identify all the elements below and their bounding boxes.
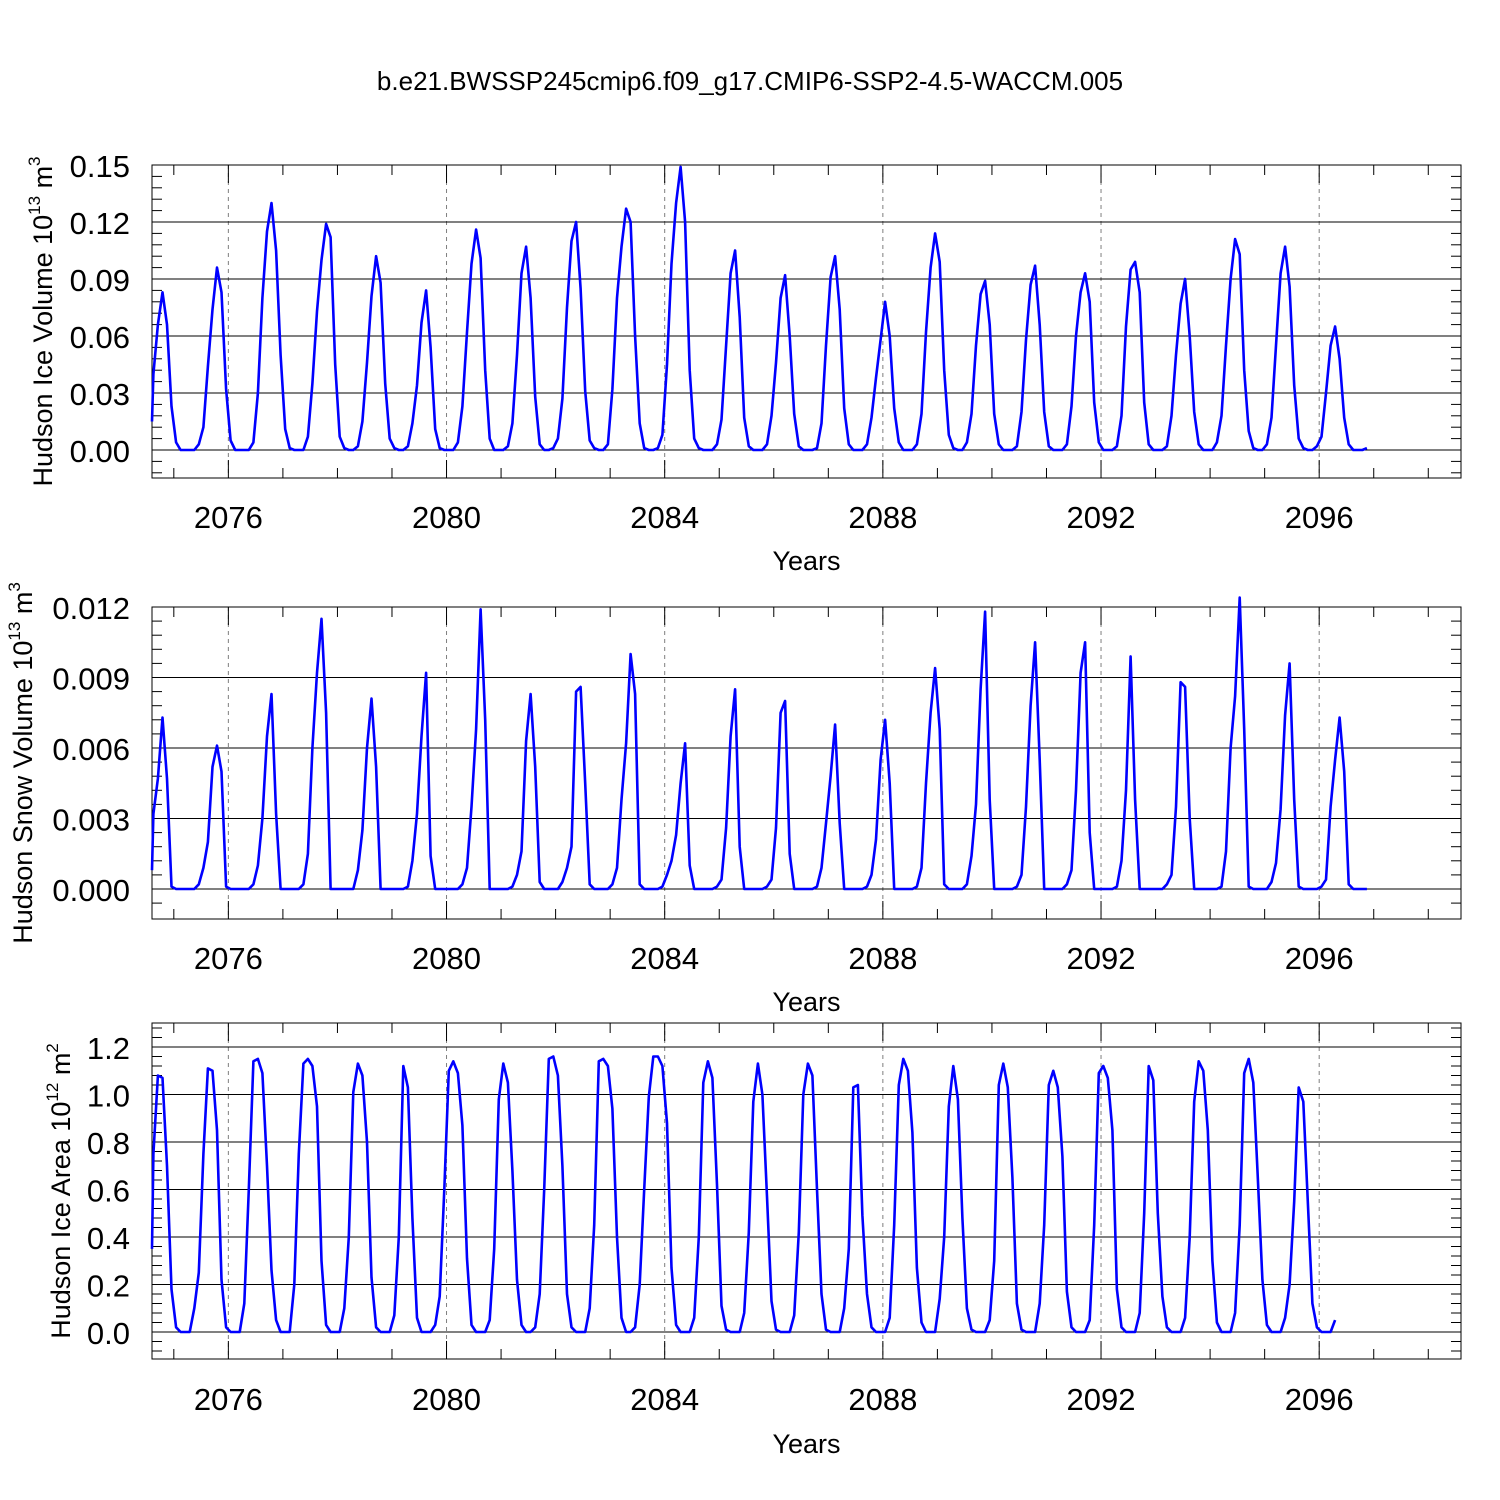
y-tick-label: 0.006 <box>52 732 130 767</box>
x-tick-label: 2088 <box>848 941 917 976</box>
y-tick-label: 0.03 <box>70 377 130 412</box>
x-tick-label: 2084 <box>630 500 699 535</box>
y-tick-label: 0.15 <box>70 149 130 184</box>
plot-frame <box>151 164 1462 479</box>
figure-title: b.e21.BWSSP245cmip6.f09_g17.CMIP6-SSP2-4… <box>377 66 1123 96</box>
x-tick-label: 2076 <box>194 1382 263 1417</box>
x-axis-label: Years <box>772 1429 840 1459</box>
y-tick-label: 1.2 <box>87 1031 130 1066</box>
y-tick-label: 0.00 <box>70 434 130 469</box>
y-tick-label: 0.0 <box>87 1316 130 1351</box>
y-axis-label-exponent: 12 <box>43 1083 62 1102</box>
y-tick-label: 0.12 <box>70 206 130 241</box>
x-tick-label: 2080 <box>412 1382 481 1417</box>
y-tick-label: 0.012 <box>52 591 130 626</box>
x-tick-label: 2096 <box>1285 1382 1354 1417</box>
panel-snow-volume: 0.000 0.003 0.006 0.009 0.012 2076 2080 2084 208… <box>5 582 1462 1017</box>
x-axis-label: Years <box>772 546 840 576</box>
y-axis-label-exponent: 13 <box>5 622 24 641</box>
panel-ice-area: 0.0 0.2 0.4 0.6 0.8 1.0 1.2 2076 2080 2084 2088 209… <box>43 1022 1462 1459</box>
y-tick-label: 0.4 <box>87 1221 130 1256</box>
x-tick-label: 2088 <box>848 1382 917 1417</box>
plot-frame <box>151 606 1462 920</box>
series-line-ice-volume <box>150 165 1368 452</box>
x-tick-label: 2092 <box>1067 1382 1136 1417</box>
x-tick-label: 2096 <box>1285 500 1354 535</box>
y-tick-label: 0.09 <box>70 263 130 298</box>
x-tick-label: 2084 <box>630 941 699 976</box>
y-axis-label-text: Hudson Ice Area 10 <box>46 1102 76 1339</box>
x-tick-label: 2096 <box>1285 941 1354 976</box>
y-axis-label-unit-exponent: 3 <box>5 582 24 591</box>
y-tick-label: 0.06 <box>70 320 130 355</box>
x-tick-label: 2076 <box>194 941 263 976</box>
y-tick-label: 0.6 <box>87 1174 130 1209</box>
y-axis-label-unit: m <box>46 1053 76 1083</box>
y-tick-label: 0.000 <box>52 873 130 908</box>
panel-ice-volume: 0.00 0.03 0.06 0.09 0.12 0.15 2076 2080 2084 2088… <box>25 149 1462 576</box>
y-axis-label-unit: m <box>8 592 38 622</box>
y-tick-label: 0.8 <box>87 1126 130 1161</box>
series-line-ice-area <box>150 1055 1337 1334</box>
y-axis-label-text: Hudson Ice Volume 10 <box>28 215 58 487</box>
y-tick-label: 1.0 <box>87 1079 130 1114</box>
x-tick-label: 2080 <box>412 941 481 976</box>
x-tick-label: 2084 <box>630 1382 699 1417</box>
x-tick-label: 2080 <box>412 500 481 535</box>
y-tick-label: 0.009 <box>52 662 130 697</box>
y-axis-label-exponent: 13 <box>25 196 44 215</box>
series-line-snow-volume <box>150 596 1367 891</box>
y-axis-label-unit: m <box>28 166 58 196</box>
y-tick-label: 0.003 <box>52 803 130 838</box>
x-axis-label: Years <box>772 987 840 1017</box>
x-tick-label: 2088 <box>848 500 917 535</box>
y-axis-label: Hudson Snow Volume 1013 m3 <box>5 582 38 944</box>
x-tick-label: 2092 <box>1067 941 1136 976</box>
y-axis-label-unit-exponent: 2 <box>43 1043 62 1052</box>
y-axis-label: Hudson Ice Volume 1013 m3 <box>25 156 58 486</box>
y-axis-label: Hudson Ice Area 1012 m2 <box>43 1043 76 1339</box>
y-axis-label-text: Hudson Snow Volume 10 <box>8 641 38 944</box>
x-tick-label: 2092 <box>1067 500 1136 535</box>
x-tick-label: 2076 <box>194 500 263 535</box>
y-axis-label-unit-exponent: 3 <box>25 156 44 165</box>
y-tick-label: 0.2 <box>87 1269 130 1304</box>
